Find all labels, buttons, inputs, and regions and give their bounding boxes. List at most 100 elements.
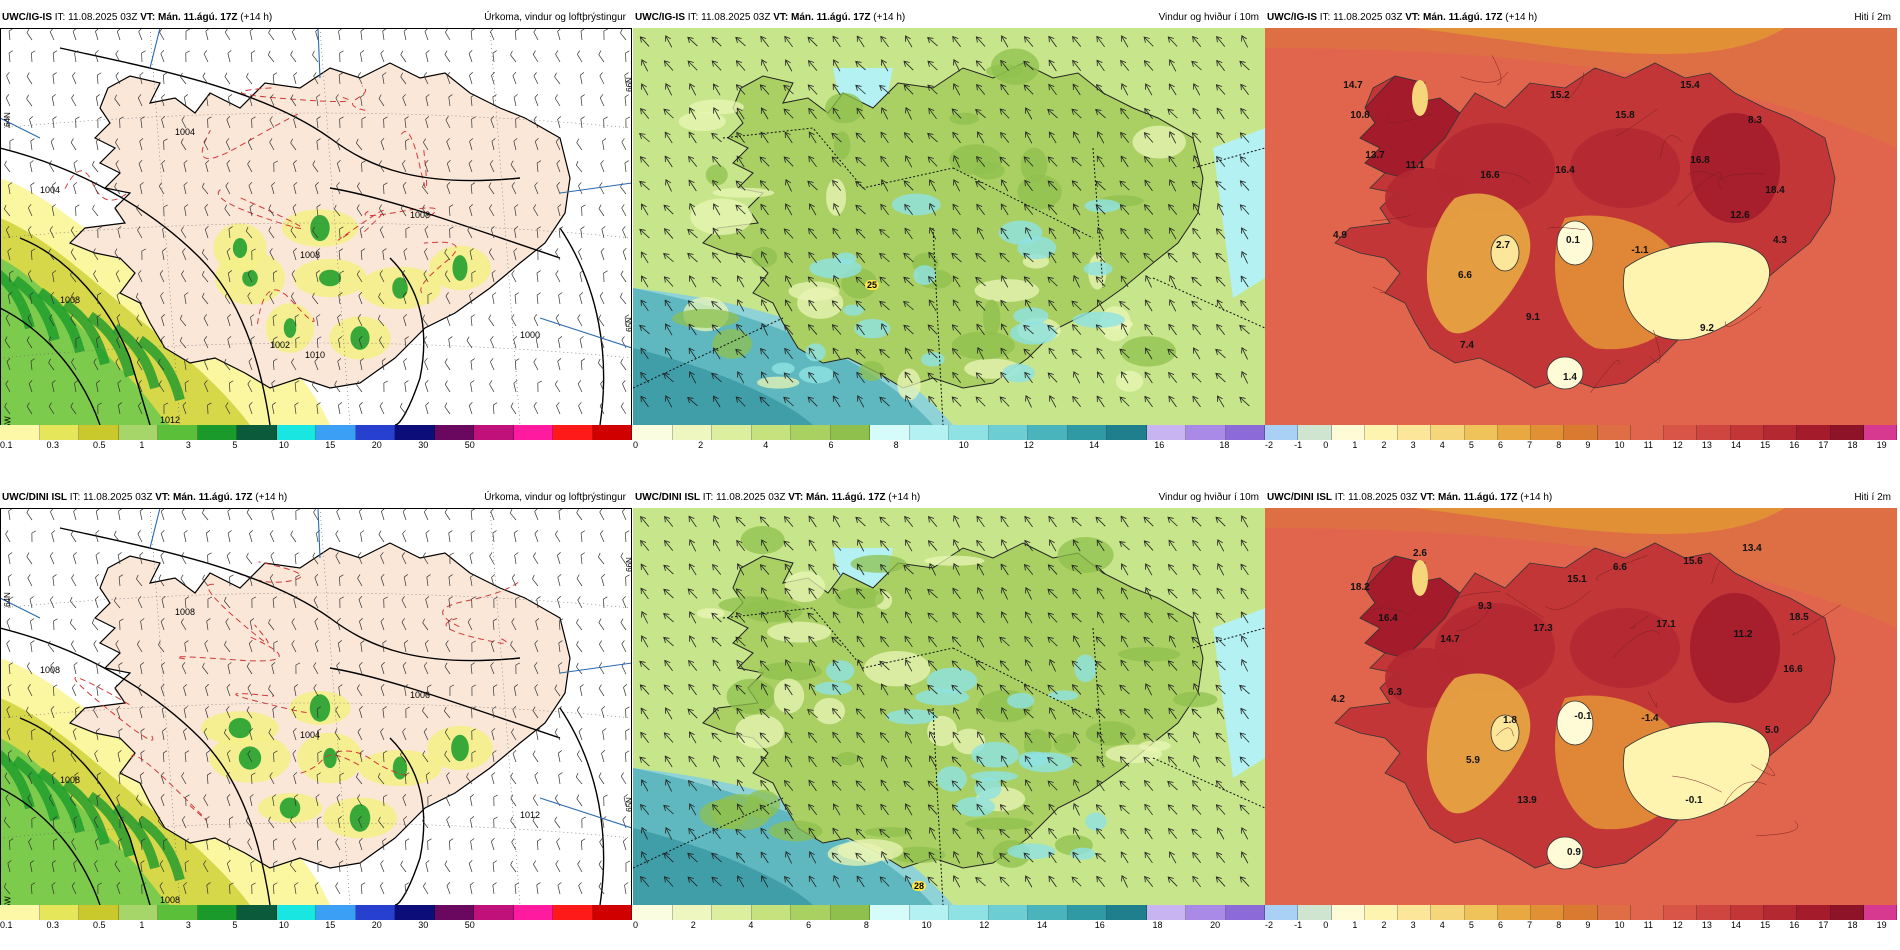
wind-barb [557,358,562,371]
wind-barb [510,860,517,873]
wind-barb [207,596,213,609]
wind-arrow [784,803,793,816]
wind-arrow [1095,708,1106,719]
colorbar-tick: 0.3 [46,440,59,450]
wind-barb [96,138,101,151]
wind-arrow [975,276,986,287]
colorbar-tick: 3 [1410,440,1416,450]
map-area[interactable]: 2.6 13.4 15.6 18.2 6.6 15.1 9.3 16.4 17.3 17.1 11.… [1265,508,1897,905]
isotherm [1545,590,1591,610]
wind-arrow [1119,804,1130,815]
wind-barb [534,772,539,785]
wind-barb [181,552,187,565]
wind-barb [554,94,561,107]
wind-arrow [1120,635,1129,648]
wind-arrow [903,180,914,191]
colorbar-tick: 13 [1701,920,1712,930]
wind-arrow [1023,36,1034,47]
wind-barb [470,838,475,851]
wind-barb [625,728,630,741]
wind-barb [534,182,539,195]
wind-barb [335,94,341,107]
wind-arrow [1001,275,1009,288]
wind-barb [49,728,55,741]
wind-barb [138,380,143,393]
wind-barb [316,728,322,741]
wind-arrow [665,778,672,792]
wind-arrow [1191,276,1202,287]
temperature-label: 4.3 [1773,235,1787,246]
colorbar-tick: 0 [1323,920,1329,930]
wind-arrow [905,611,913,624]
wind-arrow [689,371,697,384]
wind-arrow [1047,180,1058,191]
wind-arrow [1096,84,1106,95]
wind-barb [314,574,319,587]
isobar-label: 1006 [410,690,430,700]
warm-region [1570,128,1680,208]
wind-arrow [1215,780,1226,791]
wind-barb [466,336,473,349]
wind-barb [335,552,341,565]
wind-barb [31,816,36,829]
map-area[interactable]: 1008 1008 1004 1006 1008 1012 1008 [0,508,632,905]
colorbar-swatch [197,425,237,440]
colorbar-swatch [791,425,831,440]
wind-arrow [1049,539,1057,552]
map-area[interactable] [633,28,1265,425]
wind-arrow [977,587,985,600]
wind-arrow [975,660,986,671]
wind-barb [581,204,586,217]
wind-arrow [1071,564,1082,575]
valid-time: Mán. 11.ágú. 17Z [158,12,238,23]
map-area[interactable]: 1004 1004 1008 1008 1008 1000 1012 1002 1010 [0,28,632,425]
wind-barb [160,772,165,785]
wind-arrow [832,347,841,360]
map-area[interactable]: 14.7 10.8 13.7 11.1 16.6 15.2 15.8 16.4 15.4 8.3 1… [1265,28,1897,425]
wind-barb [488,182,495,195]
wind-barb [511,618,517,631]
wind-barb [313,596,319,609]
wind-arrow [1072,35,1082,47]
map-area[interactable] [633,508,1265,905]
wind-arrow [1167,732,1178,743]
wind-arrow [1048,35,1057,48]
wind-barb [379,204,385,217]
wind-arrow [831,300,842,311]
wind-barb [515,662,520,675]
wind-barb [404,684,409,697]
model-name: UWC/DINI ISL [635,492,700,503]
wind-barb [115,72,121,85]
wind-barb [359,618,363,631]
wind-arrow [929,227,937,240]
wind-speed-patch [891,846,946,864]
wind-barb [471,116,476,129]
wind-barb [73,816,78,829]
wind-barb [117,750,122,763]
temperature-label: 2.6 [1413,548,1427,559]
wind-barb [424,160,429,173]
wind-barb [449,552,454,565]
wind-barb [492,94,497,107]
colorbar-ticks: 0.1 0.3 0.5 1 3 5 10 15 20 30 50 [0,920,632,932]
temperature-label: 15.6 [1683,556,1703,567]
wind-arrow [1071,300,1082,311]
isobar [329,667,561,739]
wind-barb [204,204,209,217]
wind-barb [114,182,121,195]
wind-barb [555,860,561,873]
wind-barb [446,816,451,829]
wind-barb [141,882,146,895]
wind-arrow [1216,323,1225,335]
wind-barb [598,314,605,327]
wind-arrow [975,180,986,191]
wind-barb [73,662,78,675]
wind-arrow [1215,804,1226,815]
wind-barb [339,772,344,785]
colorbar-tick: 8 [1556,440,1562,450]
wind-arrow [736,803,745,816]
map-panel-temp: UWC/DINI ISL IT: 11.08.2025 03Z VT: Mán.… [1265,490,1898,950]
wind-barb [250,860,255,873]
wind-arrow [1168,83,1177,96]
wind-barb [26,402,33,415]
